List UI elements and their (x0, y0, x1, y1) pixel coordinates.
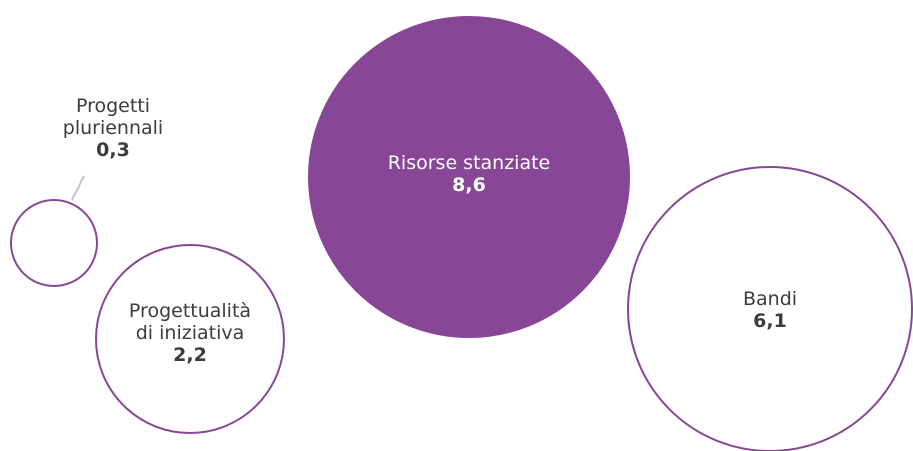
bubble-label: pluriennali (63, 117, 163, 139)
bubble-label: Progettualità (129, 300, 251, 322)
leader-line (71, 175, 85, 201)
bubble-value-label: 0,3 (96, 139, 130, 161)
bubble-label: Progetti (76, 95, 150, 117)
bubble-value-label: 6,1 (753, 310, 787, 332)
bubble-label: Bandi (743, 288, 797, 310)
bubble-circle (95, 244, 285, 434)
bubble-value-label: 8,6 (452, 174, 486, 196)
bubble-circle (627, 166, 913, 451)
bubble-circle (10, 199, 98, 287)
bubble-label: di iniziativa (136, 322, 245, 344)
bubble-value-label: 2,2 (173, 344, 207, 366)
bubble-circle (308, 16, 630, 338)
bubble-label: Risorse stanziate (388, 152, 551, 174)
